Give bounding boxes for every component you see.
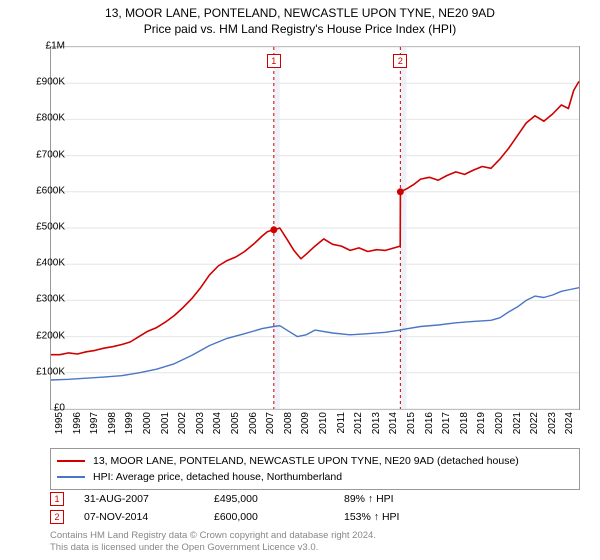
sale-price-2: £600,000 xyxy=(214,511,344,523)
sale-price-1: £495,000 xyxy=(214,493,344,505)
title-block: 13, MOOR LANE, PONTELAND, NEWCASTLE UPON… xyxy=(0,0,600,36)
x-tick-label: 2019 xyxy=(476,412,487,434)
x-tick-label: 2005 xyxy=(230,412,241,434)
x-tick-label: 2011 xyxy=(336,412,347,434)
chart-title-address: 13, MOOR LANE, PONTELAND, NEWCASTLE UPON… xyxy=(0,6,600,20)
chart-svg xyxy=(51,47,579,409)
legend-label-property: 13, MOOR LANE, PONTELAND, NEWCASTLE UPON… xyxy=(93,455,519,467)
x-tick-label: 2012 xyxy=(353,412,364,434)
x-tick-label: 1999 xyxy=(124,412,135,434)
legend-label-hpi: HPI: Average price, detached house, Nort… xyxy=(93,471,342,483)
sale-row-2: 2 07-NOV-2014 £600,000 153% ↑ HPI xyxy=(50,508,474,526)
chart-marker-2: 2 xyxy=(393,54,407,68)
x-tick-label: 2008 xyxy=(283,412,294,434)
y-tick-label: £900K xyxy=(36,77,65,88)
y-tick-label: £1M xyxy=(46,41,65,52)
x-tick-label: 2014 xyxy=(388,412,399,434)
sales-table: 1 31-AUG-2007 £495,000 89% ↑ HPI 2 07-NO… xyxy=(50,490,474,526)
x-tick-label: 2024 xyxy=(564,412,575,434)
x-tick-label: 2017 xyxy=(441,412,452,434)
x-tick-label: 2000 xyxy=(142,412,153,434)
sale-row-1: 1 31-AUG-2007 £495,000 89% ↑ HPI xyxy=(50,490,474,508)
sale-pct-1: 89% ↑ HPI xyxy=(344,493,474,505)
x-tick-label: 2002 xyxy=(177,412,188,434)
x-tick-label: 2001 xyxy=(160,412,171,434)
legend-swatch-hpi xyxy=(57,476,85,478)
sale-marker-2: 2 xyxy=(50,510,64,524)
footer-line-1: Contains HM Land Registry data © Crown c… xyxy=(50,530,376,542)
y-tick-label: £800K xyxy=(36,113,65,124)
y-tick-label: £100K xyxy=(36,366,65,377)
y-tick-label: £700K xyxy=(36,149,65,160)
x-tick-label: 2010 xyxy=(318,412,329,434)
x-tick-label: 2003 xyxy=(195,412,206,434)
legend-row-property: 13, MOOR LANE, PONTELAND, NEWCASTLE UPON… xyxy=(57,453,573,469)
x-tick-label: 2009 xyxy=(300,412,311,434)
x-tick-label: 1998 xyxy=(107,412,118,434)
sale-marker-1: 1 xyxy=(50,492,64,506)
y-tick-label: £600K xyxy=(36,185,65,196)
x-tick-label: 2021 xyxy=(512,412,523,434)
x-tick-label: 2023 xyxy=(547,412,558,434)
chart-plot-area: 12 xyxy=(50,46,580,410)
y-tick-label: £400K xyxy=(36,258,65,269)
sale-date-1: 31-AUG-2007 xyxy=(84,493,214,505)
x-tick-label: 2018 xyxy=(459,412,470,434)
legend-swatch-property xyxy=(57,460,85,462)
chart-marker-1: 1 xyxy=(267,54,281,68)
sale-pct-2: 153% ↑ HPI xyxy=(344,511,474,523)
x-tick-label: 2004 xyxy=(212,412,223,434)
chart-container: 13, MOOR LANE, PONTELAND, NEWCASTLE UPON… xyxy=(0,0,600,560)
y-tick-label: £200K xyxy=(36,330,65,341)
y-tick-label: £300K xyxy=(36,294,65,305)
x-tick-label: 2007 xyxy=(265,412,276,434)
legend-box: 13, MOOR LANE, PONTELAND, NEWCASTLE UPON… xyxy=(50,448,580,490)
chart-title-subtitle: Price paid vs. HM Land Registry's House … xyxy=(0,22,600,36)
footer-line-2: This data is licensed under the Open Gov… xyxy=(50,542,376,554)
x-tick-label: 2013 xyxy=(371,412,382,434)
legend-row-hpi: HPI: Average price, detached house, Nort… xyxy=(57,469,573,485)
x-tick-label: 2020 xyxy=(494,412,505,434)
y-tick-label: £500K xyxy=(36,222,65,233)
x-tick-label: 1997 xyxy=(89,412,100,434)
x-tick-label: 2006 xyxy=(248,412,259,434)
x-tick-label: 1996 xyxy=(72,412,83,434)
sale-date-2: 07-NOV-2014 xyxy=(84,511,214,523)
footer-attribution: Contains HM Land Registry data © Crown c… xyxy=(50,530,376,554)
x-tick-label: 2015 xyxy=(406,412,417,434)
x-tick-label: 1995 xyxy=(54,412,65,434)
x-tick-label: 2016 xyxy=(424,412,435,434)
x-tick-label: 2022 xyxy=(529,412,540,434)
